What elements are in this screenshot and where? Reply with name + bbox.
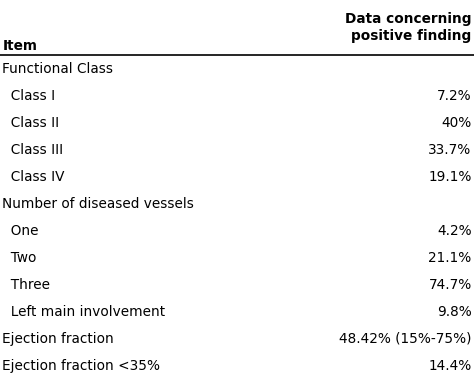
Text: Class III: Class III — [2, 142, 64, 157]
Text: 9.8%: 9.8% — [437, 304, 472, 319]
Text: Left main involvement: Left main involvement — [2, 304, 165, 319]
Text: 7.2%: 7.2% — [437, 89, 472, 102]
Text: Functional Class: Functional Class — [2, 62, 113, 76]
Text: Class II: Class II — [2, 115, 60, 129]
Text: Ejection fraction: Ejection fraction — [2, 332, 114, 345]
Text: 19.1%: 19.1% — [428, 170, 472, 183]
Text: 40%: 40% — [441, 115, 472, 129]
Text: 4.2%: 4.2% — [437, 223, 472, 238]
Text: Two: Two — [2, 251, 37, 264]
Text: Class I: Class I — [2, 89, 55, 102]
Text: 33.7%: 33.7% — [428, 142, 472, 157]
Text: 48.42% (15%-75%): 48.42% (15%-75%) — [339, 332, 472, 345]
Text: Item: Item — [2, 39, 37, 53]
Text: Data concerning
positive finding: Data concerning positive finding — [345, 12, 472, 43]
Text: One: One — [2, 223, 39, 238]
Text: 14.4%: 14.4% — [428, 358, 472, 372]
Text: 21.1%: 21.1% — [428, 251, 472, 264]
Text: Ejection fraction <35%: Ejection fraction <35% — [2, 358, 160, 372]
Text: 74.7%: 74.7% — [428, 277, 472, 291]
Text: Three: Three — [2, 277, 50, 291]
Text: Class IV: Class IV — [2, 170, 65, 183]
Text: Number of diseased vessels: Number of diseased vessels — [2, 196, 194, 210]
